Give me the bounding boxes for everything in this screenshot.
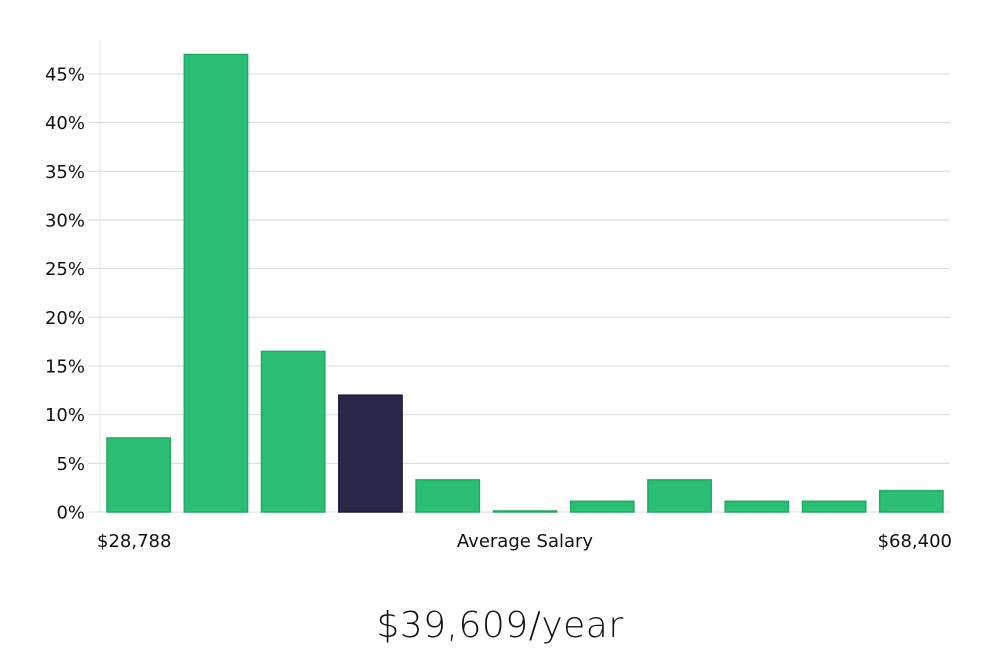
- y-tick-label: 45%: [45, 64, 85, 85]
- bar: [801, 500, 867, 513]
- y-tick-label: 40%: [45, 113, 85, 134]
- salary-distribution-chart: 0% 5% 10% 15% 20% 25% 30% 35% 40% 45% $28,788 Ave…: [45, 40, 952, 552]
- y-tick-label: 30%: [45, 210, 85, 231]
- x-max-label: $68,400: [878, 531, 952, 552]
- x-axis-title: Average Salary: [457, 531, 594, 552]
- x-min-label: $28,788: [97, 531, 171, 552]
- y-tick-label: 15%: [45, 356, 85, 377]
- bar: [878, 489, 944, 513]
- bar: [492, 510, 558, 513]
- bar: [569, 500, 635, 513]
- bar-highlighted: [338, 394, 403, 513]
- y-tick-label: 25%: [45, 259, 85, 280]
- bar: [260, 350, 326, 513]
- y-tick-label: 0%: [56, 503, 85, 524]
- bar: [183, 53, 249, 513]
- bar-layer: [106, 53, 944, 513]
- average-salary-value: $39,609/year: [376, 605, 624, 646]
- bar: [647, 479, 712, 513]
- bar: [106, 437, 172, 513]
- y-tick-label: 10%: [45, 405, 85, 426]
- bar: [724, 500, 790, 513]
- y-tick-label: 20%: [45, 308, 85, 329]
- y-tick-label: 35%: [45, 162, 85, 183]
- grid-layer: 0% 5% 10% 15% 20% 25% 30% 35% 40% 45%: [45, 40, 950, 524]
- bar: [415, 479, 481, 513]
- y-tick-label: 5%: [56, 454, 85, 475]
